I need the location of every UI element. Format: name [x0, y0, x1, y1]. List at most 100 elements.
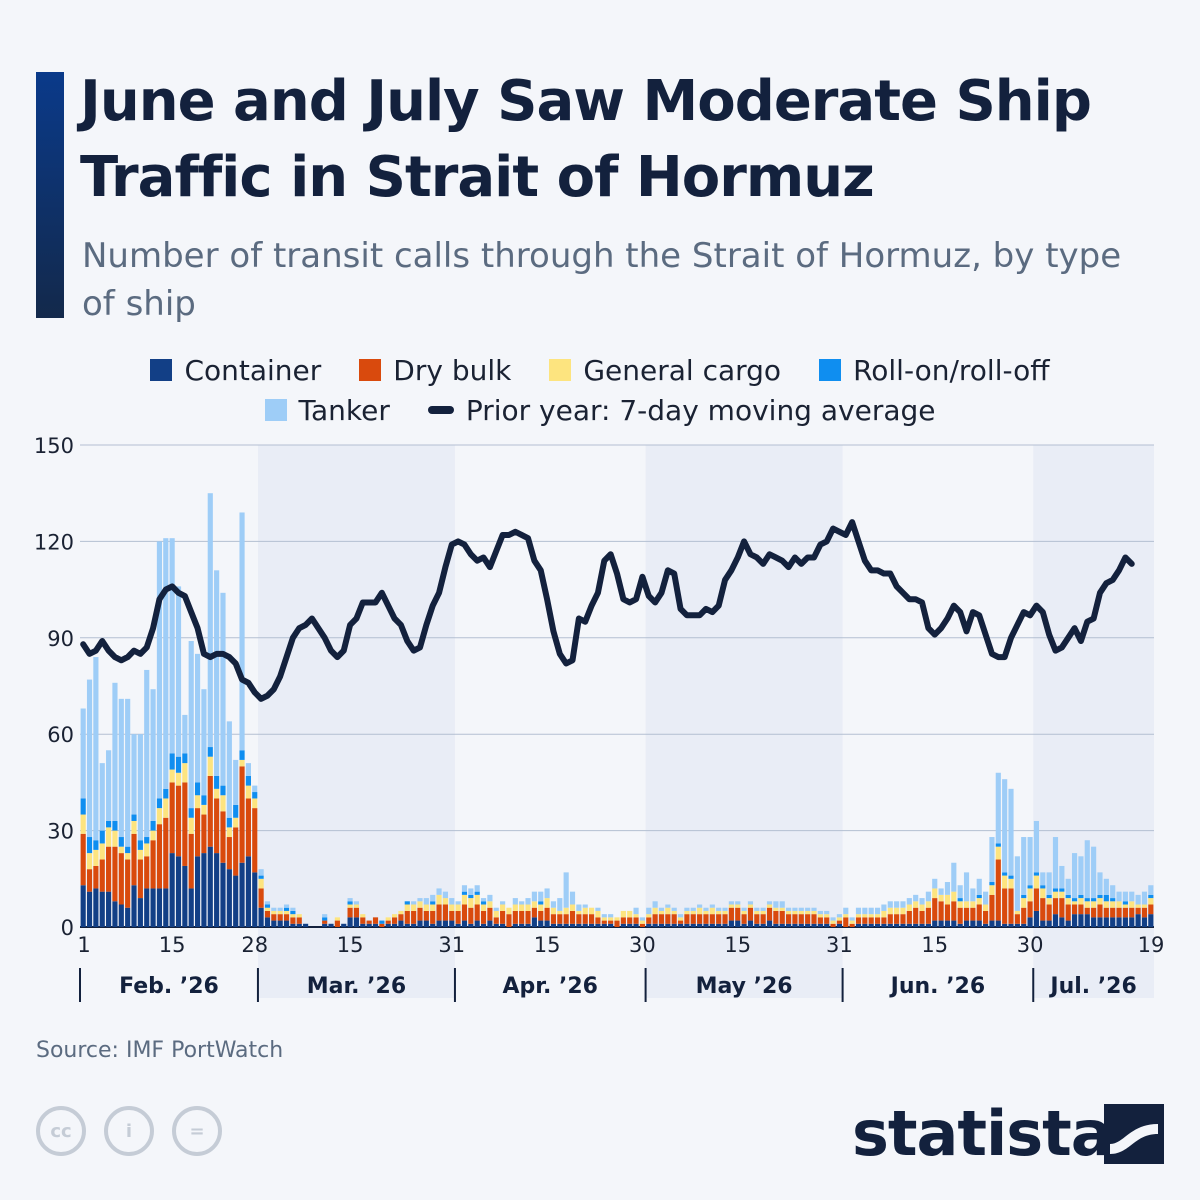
bar-dry-bulk — [620, 917, 626, 924]
bar-dry-bulk — [563, 914, 569, 924]
bar-general-cargo — [1002, 875, 1008, 889]
bar-dry-bulk — [932, 898, 938, 921]
bar-tanker — [468, 888, 474, 895]
bar-tanker — [557, 898, 563, 911]
bar-container — [1065, 920, 1071, 927]
bar-container — [118, 904, 124, 927]
bar-general-cargo — [201, 804, 207, 815]
bar-general-cargo — [989, 885, 995, 895]
bar-general-cargo — [690, 910, 696, 915]
cc-icon[interactable]: cc — [36, 1106, 86, 1156]
bar-container — [652, 923, 658, 927]
bar-tanker — [1008, 788, 1014, 876]
bar-general-cargo — [252, 798, 258, 809]
bar-container — [1071, 914, 1078, 927]
bar-dry-bulk — [550, 914, 557, 924]
bar-container — [1021, 923, 1027, 927]
bar-dry-bulk — [500, 910, 506, 924]
bar-general-cargo — [506, 907, 512, 915]
bar-general-cargo — [334, 917, 340, 921]
bar-container — [233, 875, 239, 927]
bar-general-cargo — [493, 910, 499, 918]
bar-container — [747, 920, 754, 927]
bar-general-cargo — [817, 914, 823, 918]
bar-roll-on-roll-off — [80, 798, 86, 815]
bar-tanker — [150, 689, 156, 821]
bar-tanker — [1141, 891, 1148, 905]
bar-container — [366, 923, 372, 927]
bar-dry-bulk — [963, 907, 970, 921]
bar-dry-bulk — [900, 914, 906, 924]
bar-general-cargo — [93, 849, 99, 866]
bar-dry-bulk — [411, 910, 417, 924]
bar-roll-on-roll-off — [1110, 898, 1116, 902]
bar-general-cargo — [925, 901, 931, 908]
bar-general-cargo — [1129, 901, 1135, 908]
bar-dry-bulk — [150, 840, 156, 889]
bar-tanker — [1040, 872, 1046, 886]
bar-dry-bulk — [608, 920, 614, 924]
x-tick-label: 31 — [438, 933, 465, 957]
bar-dry-bulk — [207, 775, 213, 847]
bar-general-cargo — [1103, 901, 1109, 908]
bar-general-cargo — [1052, 891, 1059, 899]
bar-container — [544, 920, 550, 927]
bar-dry-bulk — [468, 907, 474, 924]
bar-dry-bulk — [531, 907, 537, 918]
bar-general-cargo — [417, 901, 423, 908]
bar-general-cargo — [1097, 898, 1103, 905]
bar-general-cargo — [1084, 901, 1090, 908]
bar-dry-bulk — [989, 894, 995, 921]
bar-general-cargo — [697, 907, 703, 915]
bar-dry-bulk — [741, 914, 747, 924]
bar-tanker — [709, 904, 715, 908]
bar-roll-on-roll-off — [1027, 885, 1033, 889]
legend-item-container: Container — [150, 354, 321, 387]
bar-tanker — [93, 657, 99, 841]
legend-label-general-cargo: General cargo — [583, 353, 782, 387]
bar-tanker — [283, 904, 290, 908]
bar-tanker — [970, 888, 976, 902]
bar-general-cargo — [887, 907, 893, 915]
bar-dry-bulk — [1078, 904, 1084, 915]
bar-general-cargo — [557, 910, 563, 915]
bar-tanker — [963, 872, 970, 902]
legend-item-tanker: Tanker — [264, 393, 390, 427]
bar-tanker — [900, 901, 906, 908]
statista-logo-icon — [1104, 1104, 1164, 1164]
bar-container — [360, 923, 366, 927]
bar-dry-bulk — [264, 910, 271, 918]
bar-dry-bulk — [99, 859, 105, 892]
bar-container — [220, 862, 226, 927]
bar-general-cargo — [1008, 878, 1014, 889]
bar-dry-bulk — [512, 910, 518, 924]
bar-container — [697, 923, 703, 927]
bar-dry-bulk — [836, 920, 843, 924]
bar-dry-bulk — [449, 910, 455, 921]
bar-roll-on-roll-off — [144, 837, 150, 844]
bar-dry-bulk — [1002, 888, 1008, 924]
bar-roll-on-roll-off — [290, 910, 296, 915]
bar-dry-bulk — [1110, 907, 1116, 918]
bar-dry-bulk — [93, 865, 99, 889]
bar-dry-bulk — [1046, 904, 1052, 921]
statista-logo-text[interactable]: statista — [852, 1097, 1113, 1170]
bar-container — [1097, 917, 1103, 927]
bar-roll-on-roll-off — [163, 788, 169, 799]
bar-general-cargo — [112, 830, 118, 847]
attribution-icon[interactable]: i — [104, 1106, 154, 1156]
bar-dry-bulk — [614, 920, 620, 927]
bar-dry-bulk — [894, 914, 900, 924]
x-tick-label: 30 — [1017, 933, 1044, 957]
legend-label-tanker: Tanker — [298, 393, 390, 427]
bar-general-cargo — [1122, 904, 1128, 908]
bar-roll-on-roll-off — [182, 753, 188, 764]
bar-dry-bulk — [493, 917, 499, 924]
bar-general-cargo — [703, 910, 709, 915]
no-derivatives-icon[interactable]: = — [172, 1106, 222, 1156]
bar-tanker — [836, 914, 843, 918]
bar-dry-bulk — [1141, 907, 1148, 918]
bar-general-cargo — [290, 914, 296, 918]
bar-general-cargo — [709, 907, 715, 915]
bar-general-cargo — [404, 904, 410, 911]
